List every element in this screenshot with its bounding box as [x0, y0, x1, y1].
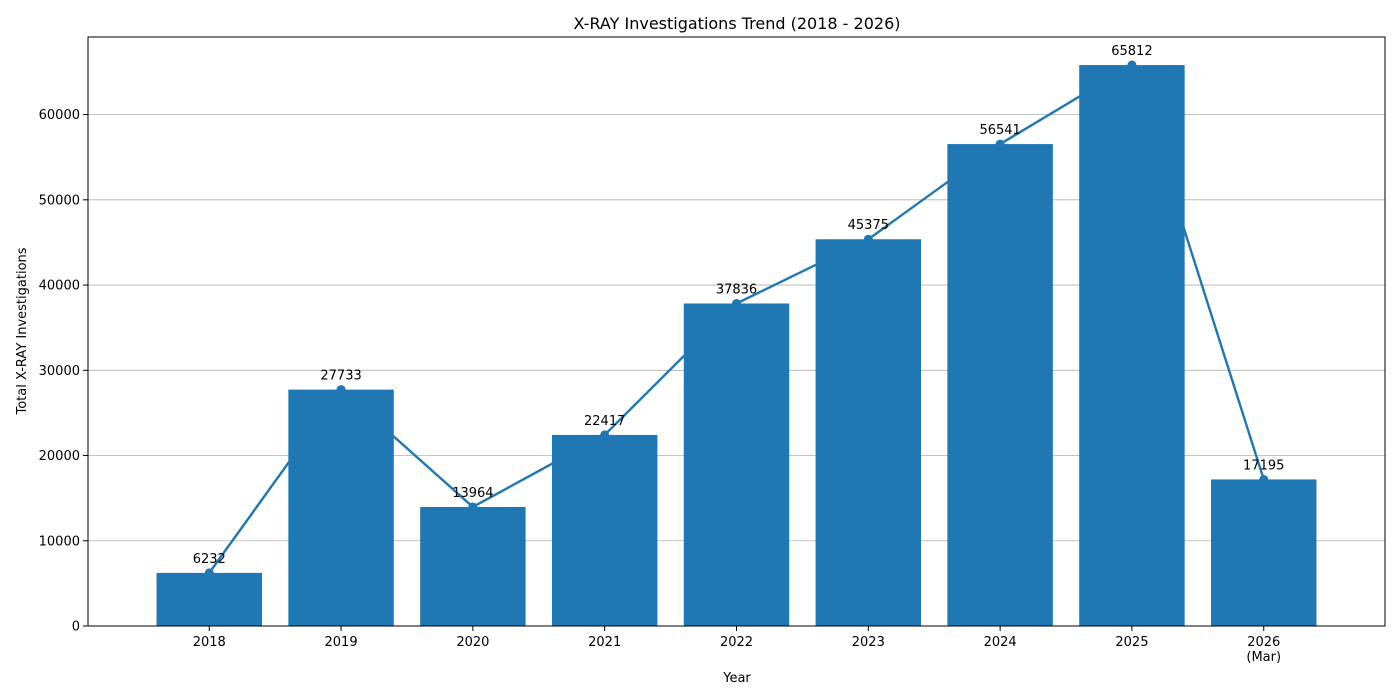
data-label: 27733 — [320, 369, 361, 384]
x-tick-label: 2023 — [852, 635, 885, 650]
y-tick-label: 0 — [72, 620, 80, 635]
data-label: 45375 — [848, 218, 889, 233]
x-tick-label: 2026 (Mar) — [1246, 635, 1281, 665]
trend-point — [204, 568, 214, 578]
y-tick-label: 60000 — [39, 108, 80, 123]
y-axis-label: Total X-RAY Investigations — [15, 247, 30, 415]
x-tick-label: 2022 — [720, 635, 753, 650]
x-tick-label: 2019 — [325, 635, 358, 650]
data-label: 65812 — [1111, 44, 1152, 59]
x-tick-label: 2018 — [193, 635, 226, 650]
trend-line-series — [204, 60, 1269, 578]
data-label: 13964 — [452, 486, 493, 501]
axes: 0 10000 20000 30000 40000 50000 60000 2018 2019 2… — [39, 36, 1386, 665]
trend-point — [600, 430, 610, 440]
chart-title: X-RAY Investigations Trend (2018 - 2026) — [574, 14, 901, 33]
data-label: 6232 — [193, 552, 226, 567]
y-tick-label: 20000 — [39, 449, 80, 464]
data-label: 17195 — [1243, 458, 1284, 473]
y-tick-label: 40000 — [39, 279, 80, 294]
bar — [551, 434, 658, 626]
data-label: 56541 — [979, 123, 1020, 138]
data-label: 37836 — [716, 283, 757, 298]
trend-point — [336, 385, 346, 395]
y-tick-label: 30000 — [39, 364, 80, 379]
trend-point — [732, 299, 741, 309]
x-tick-label: 2021 — [588, 635, 621, 650]
bar — [947, 144, 1053, 626]
trend-point — [1127, 60, 1137, 70]
y-tick-label: 50000 — [39, 193, 80, 208]
bar — [815, 239, 922, 627]
x-axis-label: Year — [722, 671, 751, 686]
data-label: 22417 — [584, 414, 625, 429]
bars — [156, 65, 1317, 627]
bar — [288, 389, 394, 626]
bar — [1211, 479, 1317, 626]
bar — [683, 303, 790, 626]
x-tick-label: 2024 — [984, 635, 1017, 650]
trend-point — [468, 502, 478, 512]
trend-point — [995, 139, 1005, 149]
x-tick-label: 2025 — [1115, 635, 1148, 650]
y-tick-label: 10000 — [39, 534, 80, 549]
bar — [1079, 65, 1185, 627]
bar — [156, 572, 262, 626]
x-tick-label: 2020 — [456, 635, 489, 650]
trend-point — [1259, 474, 1269, 484]
data-labels: 6232 27733 13964 22417 37836 45375 56541 65812 1… — [193, 44, 1285, 567]
trend-point — [863, 234, 873, 244]
bar — [420, 506, 526, 626]
